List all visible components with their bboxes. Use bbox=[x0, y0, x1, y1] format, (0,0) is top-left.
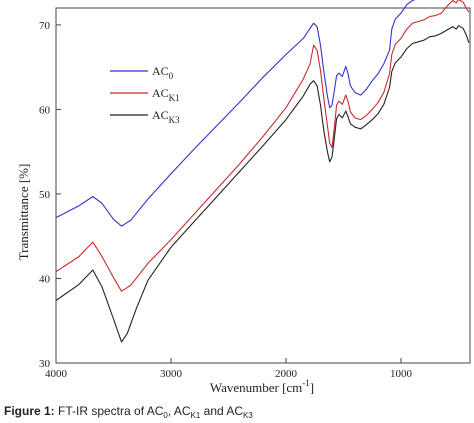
caption-sub-k1: K1 bbox=[190, 411, 201, 420]
legend: AC0 ACK1 ACK3 bbox=[110, 64, 180, 125]
caption-text: FT-IR spectra of AC bbox=[54, 404, 164, 418]
ftir-chart: 30 40 50 60 70 4000 3000 2000 1000 AC0 ACK1 ACK3… bbox=[16, 0, 471, 395]
y-tick-label: 30 bbox=[39, 358, 51, 370]
series-lines bbox=[55, 0, 470, 343]
x-tick-label: 3000 bbox=[160, 368, 183, 380]
legend-label-ac0: AC0 bbox=[152, 64, 174, 81]
y-tick-label: 70 bbox=[39, 20, 51, 32]
figure-caption: Figure 1: FT-IR spectra of AC0, ACK1 and… bbox=[4, 404, 470, 420]
y-tick-label: 60 bbox=[39, 104, 51, 116]
caption-label: Figure 1: bbox=[4, 404, 55, 418]
series-line-ack1 bbox=[55, 0, 470, 292]
y-axis-title: Transmittance [%] bbox=[16, 164, 31, 261]
caption-sep-2: and AC bbox=[200, 404, 244, 418]
series-line-ack3 bbox=[55, 25, 470, 343]
legend-label-ack3: ACK3 bbox=[152, 108, 180, 125]
y-tick-label: 50 bbox=[39, 189, 51, 201]
x-tick-label: 1000 bbox=[390, 368, 413, 380]
x-tick-label: 2000 bbox=[275, 368, 298, 380]
caption-sep-1: , AC bbox=[167, 404, 191, 418]
caption-sub-k3: K3 bbox=[243, 411, 253, 420]
caption-sub-0: 0 bbox=[163, 411, 168, 420]
y-tick-label: 40 bbox=[39, 273, 51, 285]
plot-frame bbox=[55, 7, 471, 364]
x-tick-label: 4000 bbox=[45, 368, 68, 380]
x-axis-title: Wavenumber [cm-1] bbox=[210, 378, 314, 395]
axis-ticks: 30 40 50 60 70 4000 3000 2000 1000 bbox=[39, 20, 413, 380]
series-line-ac0 bbox=[55, 0, 416, 227]
legend-label-ack1: ACK1 bbox=[152, 86, 180, 103]
